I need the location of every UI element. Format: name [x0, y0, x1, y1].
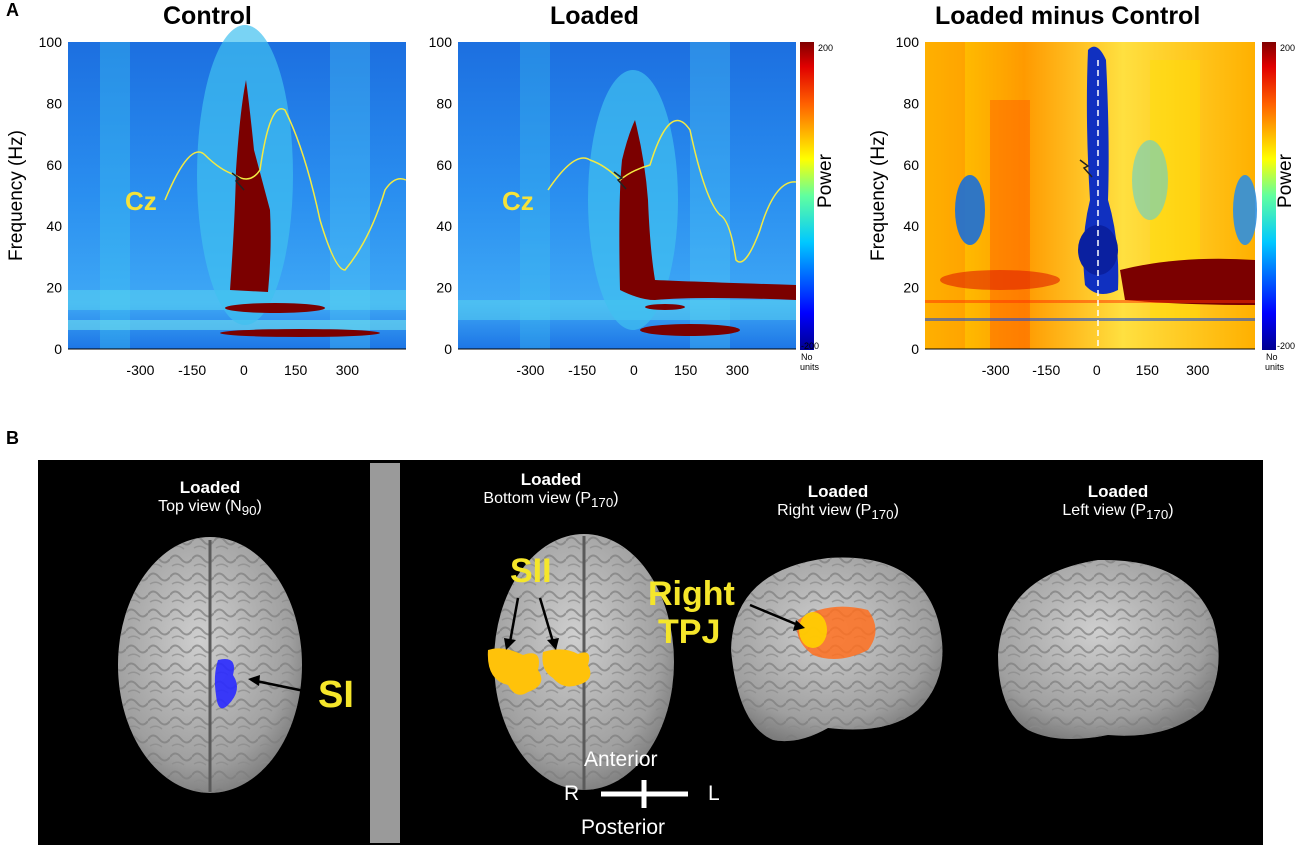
- orientation-anterior: Anterior: [584, 748, 658, 771]
- chart2-ytick: 80: [436, 95, 452, 111]
- chart2-ytick: 20: [436, 280, 452, 296]
- sii-label: SII: [510, 552, 552, 590]
- chart3-heatmap: [925, 42, 1257, 350]
- chart2-heatmap: [458, 42, 797, 350]
- chart3-xtick: 300: [1186, 362, 1210, 378]
- orientation-r: R: [564, 782, 580, 805]
- chart2-ytick: 40: [436, 218, 452, 234]
- colorbar1-units2: units: [800, 362, 820, 372]
- view-separator: [370, 463, 400, 843]
- chart3-ytick: 60: [903, 157, 919, 173]
- sii-activation-left: [542, 649, 591, 687]
- sii-activation-right: [487, 648, 542, 695]
- chart-title-loaded: Loaded: [550, 2, 639, 30]
- chart2-cz-line: [547, 119, 797, 263]
- si-label: SI: [318, 674, 354, 716]
- chart1-xtick: 150: [284, 362, 308, 378]
- chart3-red-band: [1120, 258, 1255, 305]
- colorbar1-label: Power: [815, 154, 836, 208]
- brain-left-view: [998, 559, 1219, 739]
- chart2-ytick: 100: [429, 34, 453, 50]
- chart1-ytick: 0: [54, 341, 62, 357]
- colorbar2-max: 200: [1280, 43, 1296, 53]
- orientation-cross: [601, 780, 688, 808]
- chart3-xtick: 150: [1136, 362, 1160, 378]
- chart2-blob: [619, 120, 796, 300]
- chart3-ticks: 0 20 40 60 80 100 -300 -150 0 150 300: [896, 34, 1210, 378]
- chart2-ytick: 0: [444, 341, 452, 357]
- si-activation: [214, 659, 237, 709]
- colorbar2-units2: units: [1265, 362, 1285, 372]
- chart2-xtick: -150: [568, 362, 596, 378]
- colorbar-2: [1262, 42, 1276, 350]
- chart1-cz-line: [164, 108, 407, 271]
- chart2-cz-label: Cz: [502, 186, 534, 216]
- chart1-ytick: 100: [39, 34, 63, 50]
- chart1-heatmap: [68, 25, 407, 350]
- view-label-left: Loaded Left view (P170): [1062, 482, 1174, 523]
- chart1-xtick: 300: [336, 362, 360, 378]
- colorbar-1: [800, 42, 814, 350]
- colorbar1-max: 200: [818, 43, 834, 53]
- chart2-xtick: -300: [516, 362, 544, 378]
- chart1-ytick: 40: [46, 218, 62, 234]
- chart3-ytick: 80: [903, 95, 919, 111]
- chart3-xtick: -300: [982, 362, 1010, 378]
- colorbar2-units1: No: [1266, 352, 1278, 362]
- chart-title-diff: Loaded minus Control: [935, 2, 1201, 30]
- chart1-blob: [230, 80, 271, 292]
- chart1-ytick: 20: [46, 280, 62, 296]
- chart2-xtick: 0: [630, 362, 638, 378]
- colorbar1-units1: No: [801, 352, 813, 362]
- right-tpj-label: Right TPJ: [648, 575, 735, 651]
- chart1-cz-label: Cz: [125, 186, 157, 216]
- chart1-ytick: 60: [46, 157, 62, 173]
- view-label-right: Loaded Right view (P170): [777, 482, 899, 523]
- orientation-posterior: Posterior: [581, 816, 666, 839]
- tf-charts-svg: 0 20 40 60 80 100 -300 -150 0 150 300 0 20 40 60 80 100…: [39, 25, 1276, 378]
- chart3-xtick: -150: [1032, 362, 1060, 378]
- chart3-ytick: 0: [911, 341, 919, 357]
- orientation-l: L: [708, 782, 720, 805]
- colorbar2-label: Power: [1275, 154, 1296, 208]
- chart1-xtick: -300: [126, 362, 154, 378]
- colorbar2-min: -200: [1277, 341, 1296, 351]
- chart1-xtick: 0: [240, 362, 248, 378]
- colorbar1-min: -200: [801, 341, 820, 351]
- chart1-ticks: 0 20 40 60 80 100 -300 -150 0 150 300: [39, 34, 360, 378]
- chart3-xtick: 0: [1093, 362, 1101, 378]
- chart2-xtick: 300: [726, 362, 750, 378]
- brain-top-view: [118, 537, 315, 793]
- view-label-bottom: Loaded Bottom view (P170): [483, 470, 619, 511]
- chart2-ticks: 0 20 40 60 80 100 -300 -150 0 150 300: [429, 34, 750, 378]
- chart3-ytick: 20: [903, 280, 919, 296]
- brain-bottom-view: [487, 534, 674, 790]
- brain-views-panel: Loaded Top view (N90) Loaded Bottom view…: [38, 460, 1263, 845]
- brain-right-view: [731, 557, 943, 742]
- chart2-xtick: 150: [674, 362, 698, 378]
- chart1-ytick: 80: [46, 95, 62, 111]
- chart3-ytick: 40: [903, 218, 919, 234]
- panel-a-letter: A: [6, 0, 19, 20]
- chart-title-control: Control: [163, 2, 252, 30]
- chart2-ytick: 60: [436, 157, 452, 173]
- panel-b-letter: B: [6, 428, 19, 448]
- chart1-xtick: -150: [178, 362, 206, 378]
- view-label-top: Loaded Top view (N90): [158, 478, 262, 519]
- chart3-ytick: 100: [896, 34, 920, 50]
- brain-svg: [118, 534, 1219, 808]
